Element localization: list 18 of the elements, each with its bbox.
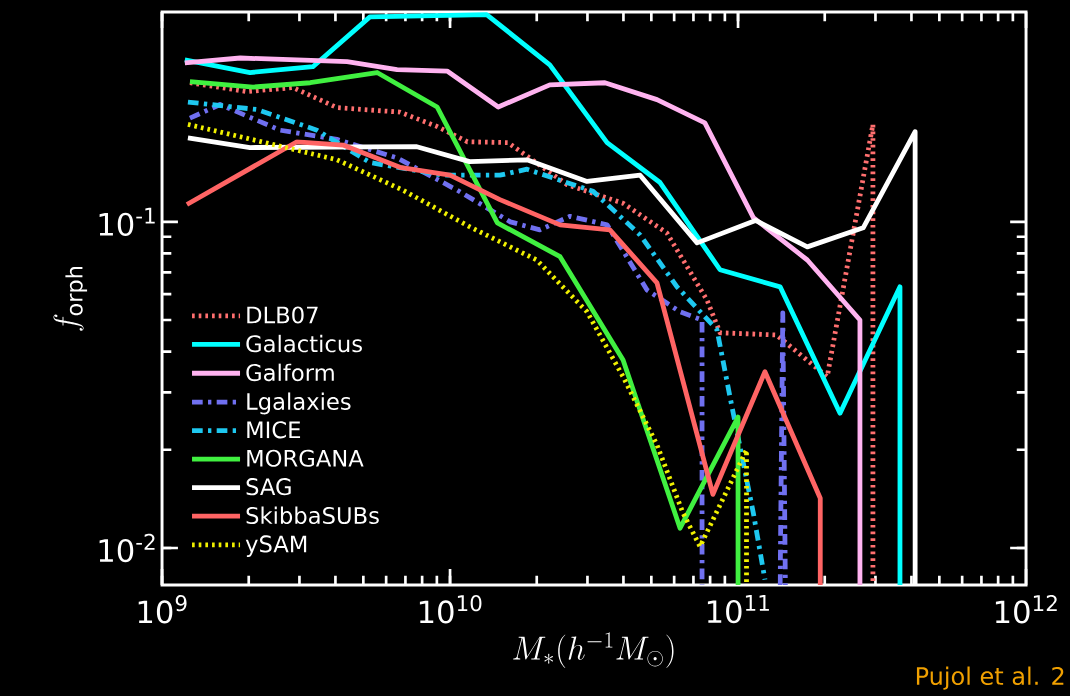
x-tick-label: 10$^{11}$ [707, 595, 769, 624]
legend-label: SAG [246, 478, 291, 496]
text: Pujol et al. 2 [916, 666, 1064, 690]
x-axis-title: $M_*(h^{-1}M_\odot)$ [513, 632, 674, 668]
legend-label: Lgalaxies [247, 392, 351, 415]
legend-label: MICE [247, 421, 301, 439]
legend-label: SkibbaSUBs [246, 506, 379, 525]
x-tick-label: 10$^{10}$ [419, 595, 482, 624]
y-tick-label: 10$^{-1}$ [99, 207, 155, 236]
x-tick-label: 10$^{9}$ [138, 595, 187, 624]
x-tick-label: 10$^{12}$ [995, 595, 1057, 624]
legend-label: MORGANA [247, 449, 364, 467]
legend-label: DLB07 [247, 306, 318, 324]
y-axis-title: $f_{\mathrm{orph}}$ [53, 267, 88, 331]
legend-label: Galacticus [246, 334, 362, 353]
legend-label: ySAM [245, 535, 307, 557]
legend-label: Galform [246, 363, 334, 382]
y-tick-label: 10$^{-2}$ [99, 533, 155, 563]
